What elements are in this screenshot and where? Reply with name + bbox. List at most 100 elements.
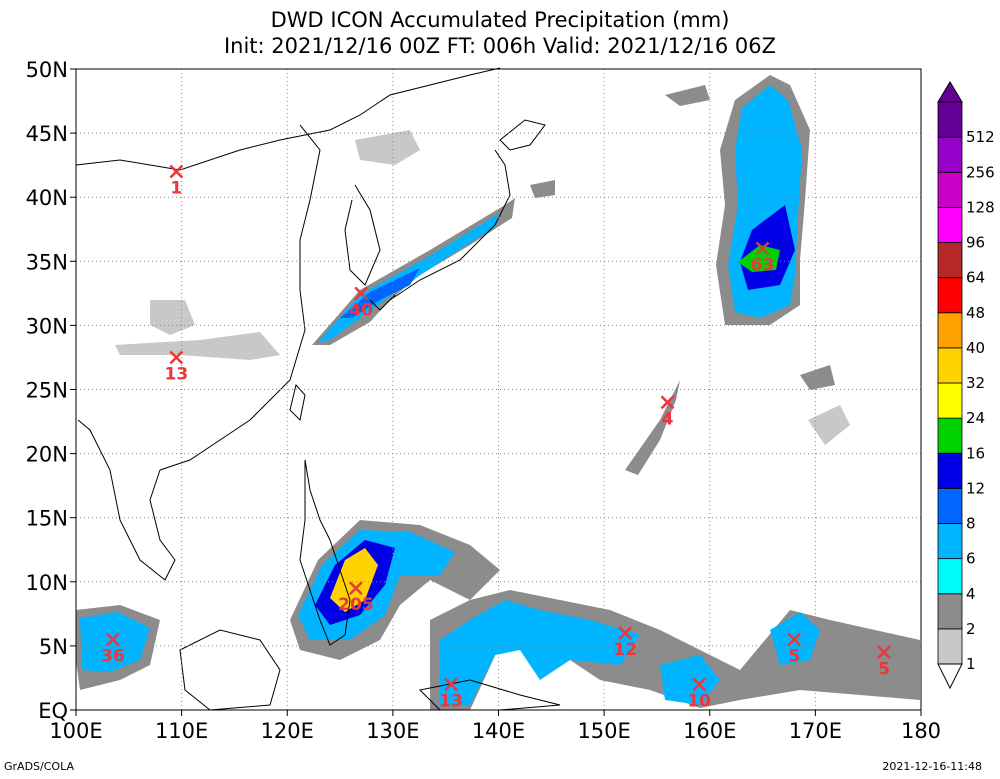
lat-tick-label: 20N — [26, 443, 68, 467]
marker-value: 5 — [788, 646, 800, 666]
station-marker: 1 — [169, 164, 184, 199]
colorbar-label: 40 — [966, 339, 985, 357]
colorbar-label: 64 — [966, 269, 985, 287]
x-mark-icon — [106, 632, 120, 647]
station-marker: 36 — [101, 632, 125, 666]
footer-timestamp: 2021-12-16-11:48 — [882, 760, 982, 773]
colorbar-bottom-arrow — [937, 663, 963, 690]
station-marker: 10 — [687, 677, 711, 711]
precip-equatorial-east — [660, 655, 720, 705]
lat-tick-label: EQ — [38, 699, 68, 723]
colorbar-label: 32 — [966, 374, 985, 392]
x-mark-icon — [618, 626, 633, 640]
lon-tick-label: 140E — [472, 719, 525, 743]
colorbar-swatch — [937, 382, 963, 419]
colorbar-swatch — [937, 347, 963, 384]
lon-tick-label: 180 — [901, 719, 941, 743]
x-mark-icon — [349, 581, 363, 596]
chart-subtitle: Init: 2021/12/16 00Z FT: 006h Valid: 202… — [223, 34, 777, 58]
colorbar-swatch — [937, 277, 963, 314]
lon-tick-label: 130E — [366, 719, 419, 743]
colorbar-swatch — [937, 417, 963, 454]
marker-value: 40 — [349, 300, 373, 320]
precip-patch-china2 — [115, 332, 280, 360]
precip-patch-east — [800, 365, 835, 390]
precip-patch-east2 — [808, 405, 850, 445]
colorbar-label: 8 — [966, 515, 976, 533]
marker-value: 10 — [687, 691, 711, 711]
axes: 100E 110E 120E 130E 140E 150E 160E 170E 180 EQ 5N 1… — [26, 58, 941, 743]
colorbar-swatch — [937, 523, 963, 560]
lat-tick-label: 40N — [26, 186, 68, 210]
colorbar-label: 6 — [966, 550, 976, 568]
lat-tick-label: 50N — [26, 58, 68, 82]
station-marker: 63 — [751, 241, 775, 275]
lon-tick-label: 100E — [49, 719, 102, 743]
station-marker: 12 — [613, 626, 637, 660]
lat-tick-label: 25N — [26, 379, 68, 403]
coastline-borneo — [179, 629, 281, 711]
marker-value: 4 — [662, 409, 674, 429]
station-marker: 13 — [439, 677, 463, 711]
marker-value: 205 — [338, 595, 374, 615]
colorbar-swatch — [937, 242, 963, 279]
station-marker: 5 — [877, 645, 891, 679]
coastlines — [75, 67, 561, 711]
x-mark-icon — [354, 286, 369, 301]
station-marker: 5 — [787, 632, 802, 666]
marker-value: 1 — [170, 179, 182, 199]
station-marker: 4 — [660, 395, 675, 429]
precip-patch-e2 — [530, 180, 555, 198]
colorbar-swatch — [937, 628, 963, 665]
colorbar-label: 16 — [966, 444, 985, 462]
x-mark-icon — [444, 677, 458, 692]
station-marker: 40 — [349, 286, 373, 320]
lat-tick-label: 30N — [26, 314, 68, 338]
colorbar-swatch — [937, 312, 963, 349]
coastline-hokkaido — [499, 119, 546, 151]
coastline-china — [159, 124, 321, 471]
marker-value: 5 — [878, 659, 890, 679]
station-marker: 205 — [338, 581, 374, 615]
marker-value: 13 — [439, 691, 463, 711]
x-mark-icon — [169, 164, 184, 179]
coastline-asia — [75, 67, 501, 171]
colorbar-swatch — [937, 593, 963, 630]
precip-band-east-peak — [738, 245, 780, 272]
colorbar-swatch — [937, 558, 963, 595]
marker-value: 63 — [751, 255, 775, 275]
colorbar-swatch — [937, 206, 963, 243]
colorbar-swatch — [937, 487, 963, 524]
precip-patch-korea — [355, 130, 420, 165]
colorbar-label: 24 — [966, 409, 985, 427]
colorbar-top-arrow — [937, 81, 963, 103]
precip-band-japan-inner — [340, 268, 420, 318]
colorbar-swatch — [937, 452, 963, 489]
x-mark-icon — [692, 677, 707, 692]
lat-tick-label: 5N — [39, 635, 68, 659]
lon-tick-label: 160E — [683, 719, 736, 743]
colorbar-swatch — [937, 136, 963, 173]
lat-tick-label: 10N — [26, 571, 68, 595]
colorbar-label: 512 — [966, 128, 995, 146]
x-mark-icon — [169, 350, 184, 365]
precipitation-field — [76, 75, 920, 710]
colorbar-label: 2 — [966, 620, 976, 638]
precip-patch-china — [150, 300, 195, 335]
x-mark-icon — [660, 395, 675, 410]
coastline-japan — [369, 149, 511, 311]
marker-value: 36 — [101, 646, 125, 666]
coastline-taiwan — [289, 383, 306, 422]
lon-tick-label: 120E — [261, 719, 314, 743]
coastline-philippines — [299, 459, 351, 646]
markers: 1 13 40 63 4 205 36 12 5 5 10 13 — [101, 164, 891, 711]
lon-tick-label: 110E — [155, 719, 208, 743]
lat-tick-label: 35N — [26, 250, 68, 274]
marker-value: 13 — [165, 364, 189, 384]
x-mark-icon — [787, 632, 802, 647]
lon-tick-label: 150E — [577, 719, 630, 743]
lat-tick-label: 45N — [26, 122, 68, 146]
colorbar-label: 128 — [966, 198, 995, 216]
